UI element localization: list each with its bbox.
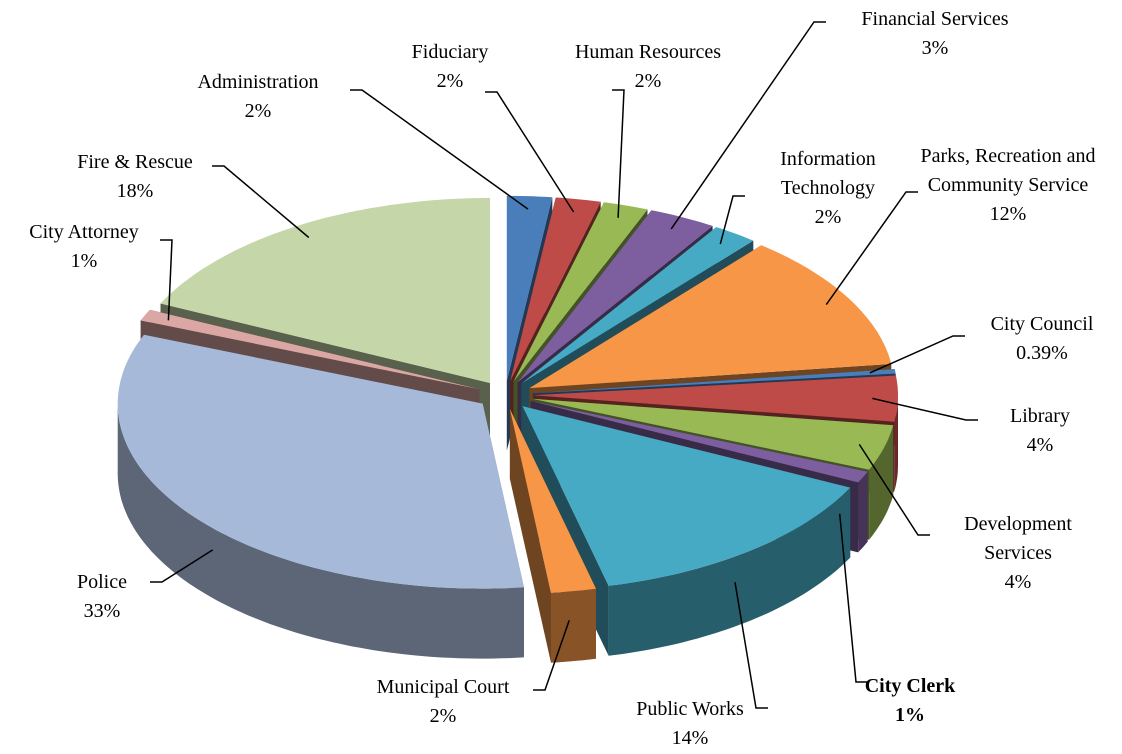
- category-label: Administration: [197, 71, 319, 93]
- value-label: 2%: [436, 70, 464, 92]
- slice-label: Development Services 4%: [928, 510, 1108, 597]
- slice-top: [517, 210, 713, 383]
- leader-line: [533, 620, 570, 691]
- slice-top: [521, 227, 754, 384]
- category-label: Fiduciary: [411, 41, 489, 63]
- leader-line: [670, 21, 826, 230]
- slice-label: Fire & Rescue 18%: [50, 148, 220, 206]
- slice-top: [140, 309, 480, 390]
- leader-line: [350, 89, 529, 210]
- category-label: Municipal Court: [376, 676, 510, 698]
- leader-line: [719, 195, 745, 245]
- leader-line: [869, 335, 965, 374]
- slice-top: [522, 406, 851, 586]
- leader-line: [858, 443, 930, 536]
- category-label: Development Services: [964, 513, 1072, 564]
- slice: [509, 409, 596, 663]
- category-label: Financial Services: [861, 8, 1009, 30]
- value-label: 2%: [429, 705, 457, 727]
- slice-label: Human Resources 2%: [538, 38, 758, 96]
- category-label: Parks, Recreation and Community Service: [920, 145, 1096, 196]
- slice-side: [551, 588, 596, 663]
- value-label: 4%: [1004, 571, 1032, 593]
- slice-side: [117, 403, 524, 659]
- leader-line: [825, 191, 918, 306]
- category-label: Human Resources: [574, 41, 722, 63]
- category-label: City Attorney: [29, 221, 139, 243]
- leader-line: [734, 582, 768, 709]
- slice-label: City Attorney 1%: [0, 218, 169, 276]
- slice-top: [509, 409, 596, 593]
- slice-label: Public Works 14%: [605, 695, 775, 753]
- value-label: 12%: [989, 203, 1027, 225]
- slice-top: [506, 195, 553, 381]
- category-label: Information Technology: [780, 148, 876, 199]
- slice-side: [894, 395, 898, 492]
- slice-label: City Clerk 1%: [840, 672, 980, 730]
- slice-top: [529, 245, 892, 389]
- slice-top: [532, 369, 896, 394]
- category-label: City Clerk: [864, 675, 956, 697]
- leader-line: [160, 239, 173, 321]
- category-label: Fire & Rescue: [77, 151, 193, 173]
- slice-top: [513, 202, 648, 382]
- leader-line: [872, 397, 978, 421]
- slice-top: [160, 198, 490, 383]
- slice-top: [533, 375, 898, 422]
- slice-label: Municipal Court 2%: [343, 673, 543, 731]
- value-label: 33%: [83, 600, 121, 622]
- slice-side: [858, 471, 868, 553]
- leader-line: [485, 91, 575, 213]
- slice-label: City Council 0.39%: [962, 310, 1122, 368]
- category-label: Library: [1010, 405, 1070, 427]
- value-label: 2%: [244, 100, 272, 122]
- value-label: 14%: [671, 727, 709, 749]
- leader-line: [838, 513, 868, 683]
- slice-side: [608, 487, 851, 656]
- leader-line: [612, 89, 625, 218]
- slice-label: Parks, Recreation and Community Service 1…: [908, 142, 1108, 229]
- slice: [117, 334, 524, 659]
- value-label: 4%: [1026, 434, 1054, 456]
- slice-top: [532, 398, 894, 470]
- value-label: 18%: [116, 180, 154, 202]
- slice-top: [510, 197, 601, 382]
- category-label: Police: [77, 571, 127, 593]
- category-label: Public Works: [636, 698, 744, 720]
- leader-line: [150, 549, 214, 583]
- slice-label: Fiduciary 2%: [380, 38, 520, 96]
- slice-label: Administration 2%: [158, 68, 358, 126]
- slice-label: Library 4%: [980, 402, 1100, 460]
- slice-top: [530, 400, 868, 483]
- value-label: 1%: [70, 250, 98, 272]
- slice-side: [869, 425, 894, 540]
- slice-top: [117, 334, 524, 589]
- value-label: 3%: [921, 37, 949, 59]
- slice-label: Police 33%: [42, 568, 162, 626]
- slice-label: Information Technology 2%: [748, 145, 908, 232]
- value-label: 2%: [814, 206, 842, 228]
- slice-wall: [509, 409, 551, 663]
- category-label: City Council: [990, 313, 1094, 335]
- slice-label: Financial Services 3%: [820, 5, 1050, 63]
- value-label: 2%: [634, 70, 662, 92]
- leader-line: [212, 165, 310, 239]
- value-label: 0.39%: [1016, 342, 1068, 364]
- value-label: 1%: [895, 704, 925, 726]
